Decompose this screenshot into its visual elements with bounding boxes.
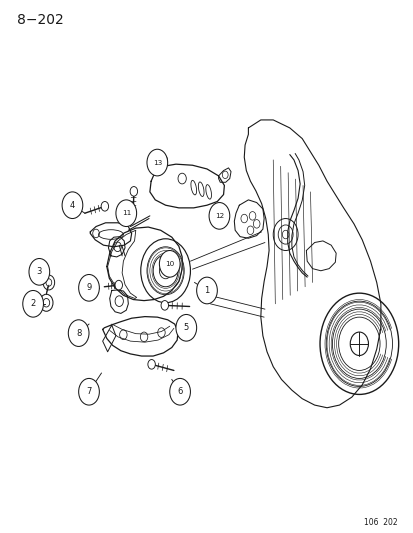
Text: 8−202: 8−202 [17, 13, 63, 27]
Text: 8: 8 [76, 329, 81, 337]
Circle shape [130, 187, 137, 196]
Circle shape [169, 378, 190, 405]
Text: 3: 3 [37, 268, 42, 276]
Text: 106  202: 106 202 [363, 518, 396, 527]
Circle shape [101, 201, 108, 211]
Circle shape [23, 290, 43, 317]
Circle shape [116, 200, 136, 227]
Text: 1: 1 [204, 286, 209, 295]
Text: 4: 4 [70, 201, 75, 209]
Circle shape [78, 274, 99, 301]
Circle shape [160, 156, 167, 165]
Circle shape [196, 277, 217, 304]
Text: 10: 10 [165, 261, 174, 267]
Text: 9: 9 [86, 284, 91, 292]
Text: 7: 7 [86, 387, 91, 396]
Text: 6: 6 [177, 387, 182, 396]
Circle shape [176, 314, 196, 341]
Circle shape [29, 259, 50, 285]
Circle shape [78, 378, 99, 405]
Circle shape [68, 320, 89, 346]
Circle shape [147, 149, 167, 176]
Text: 2: 2 [31, 300, 36, 308]
Circle shape [209, 203, 229, 229]
Text: 5: 5 [183, 324, 188, 332]
Circle shape [62, 192, 83, 219]
Circle shape [161, 301, 168, 310]
Text: 13: 13 [152, 159, 161, 166]
Circle shape [115, 280, 122, 290]
Circle shape [159, 251, 180, 277]
Circle shape [147, 360, 155, 369]
Text: 12: 12 [214, 213, 223, 219]
Text: 11: 11 [121, 210, 131, 216]
